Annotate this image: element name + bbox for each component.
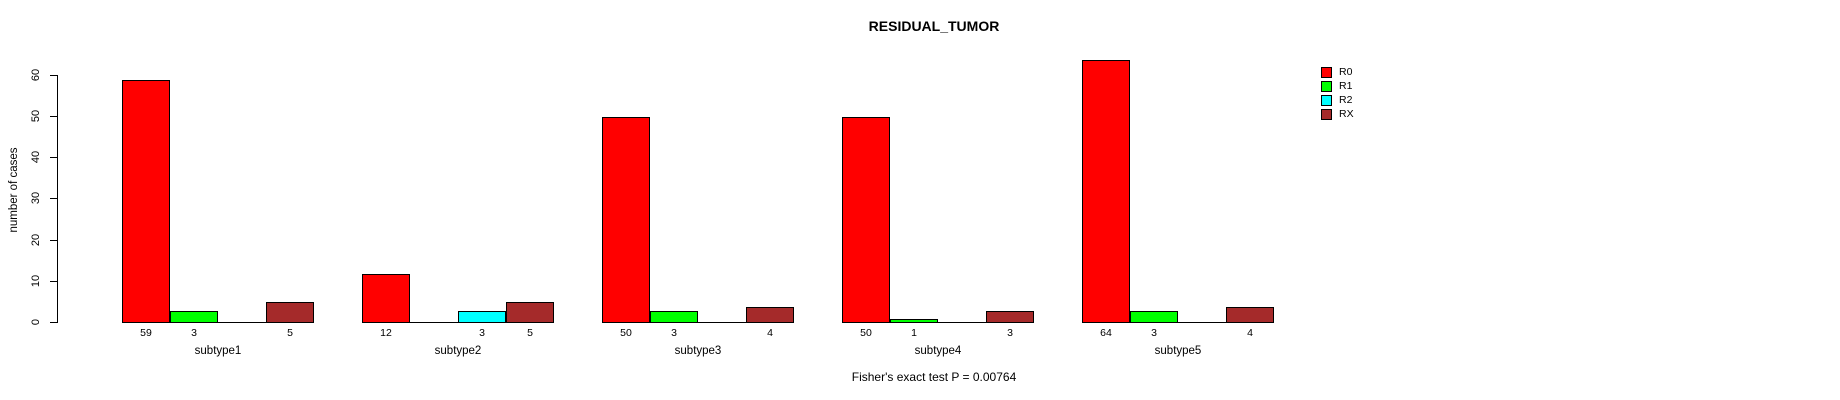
category-label-subtype2: subtype2: [434, 345, 482, 357]
bar-value-label: 3: [479, 327, 485, 339]
bar-rx-subtype4: [986, 311, 1034, 323]
group-baseline: [1082, 322, 1274, 323]
bar-r1-subtype3: [650, 311, 698, 323]
category-label-subtype5: subtype5: [1154, 345, 1202, 357]
bar-value-label: 3: [1007, 327, 1013, 339]
fisher-test-annotation: Fisher's exact test P = 0.00764: [851, 370, 1017, 384]
category-label-subtype4: subtype4: [914, 345, 962, 357]
bar-value-label: 3: [1151, 327, 1157, 339]
legend-color-swatch: [1321, 94, 1332, 106]
legend-row: R1: [1321, 79, 1354, 93]
bar-value-label: 5: [527, 327, 533, 339]
bar-value-label: 1: [911, 327, 917, 339]
legend-color-swatch: [1321, 66, 1332, 78]
bar-value-label: 64: [1100, 327, 1112, 339]
bar-r0-subtype5: [1082, 60, 1130, 323]
bar-r1-subtype5: [1130, 311, 1178, 323]
legend-label: R2: [1339, 93, 1353, 106]
bar-r1-subtype1: [170, 311, 218, 323]
bar-r2-subtype2: [458, 311, 506, 323]
bar-r0-subtype2: [362, 274, 410, 323]
bar-value-label: 4: [1247, 327, 1253, 339]
bar-value-label: 50: [860, 327, 872, 339]
bar-r0-subtype3: [602, 117, 650, 323]
y-tick-label: 20: [30, 233, 42, 247]
bar-value-label: 3: [671, 327, 677, 339]
legend-color-swatch: [1321, 80, 1332, 92]
bar-r0-subtype1: [122, 80, 170, 323]
bar-rx-subtype1: [266, 302, 314, 323]
legend-row: R2: [1321, 93, 1354, 107]
y-tick-mark: [50, 198, 57, 199]
legend-label: R1: [1339, 79, 1353, 92]
y-tick-mark: [50, 116, 57, 117]
y-tick-mark: [50, 157, 57, 158]
bar-rx-subtype2: [506, 302, 554, 323]
bar-rx-subtype5: [1226, 307, 1274, 323]
legend-row: RX: [1321, 107, 1354, 121]
y-tick-mark: [50, 322, 57, 323]
y-tick-label: 40: [30, 150, 42, 164]
y-tick-label: 50: [30, 109, 42, 123]
bar-value-label: 12: [380, 327, 392, 339]
y-tick-label: 0: [30, 318, 42, 326]
group-baseline: [122, 322, 314, 323]
legend-color-swatch: [1321, 108, 1332, 120]
chart-title: RESIDUAL_TUMOR: [868, 18, 1000, 34]
y-tick-mark: [50, 240, 57, 241]
y-tick-label: 60: [30, 68, 42, 82]
y-tick-label: 10: [30, 274, 42, 288]
category-label-subtype3: subtype3: [674, 345, 722, 357]
group-baseline: [602, 322, 794, 323]
bar-value-label: 4: [767, 327, 773, 339]
bar-r0-subtype4: [842, 117, 890, 323]
legend-row: R0: [1321, 65, 1354, 79]
bar-value-label: 5: [287, 327, 293, 339]
y-tick-mark: [50, 75, 57, 76]
legend-label: R0: [1339, 65, 1353, 78]
bar-rx-subtype3: [746, 307, 794, 323]
y-axis-line: [57, 75, 58, 323]
y-axis-label: number of cases: [8, 147, 20, 233]
bar-value-label: 3: [191, 327, 197, 339]
category-label-subtype1: subtype1: [194, 345, 242, 357]
bar-value-label: 59: [140, 327, 152, 339]
y-tick-mark: [50, 281, 57, 282]
bar-value-label: 50: [620, 327, 632, 339]
bar-r1-subtype4: [890, 319, 938, 323]
legend: R0 R1 R2 RX: [1321, 65, 1354, 121]
group-baseline: [842, 322, 1034, 323]
y-tick-label: 30: [30, 191, 42, 205]
legend-label: RX: [1339, 107, 1354, 120]
